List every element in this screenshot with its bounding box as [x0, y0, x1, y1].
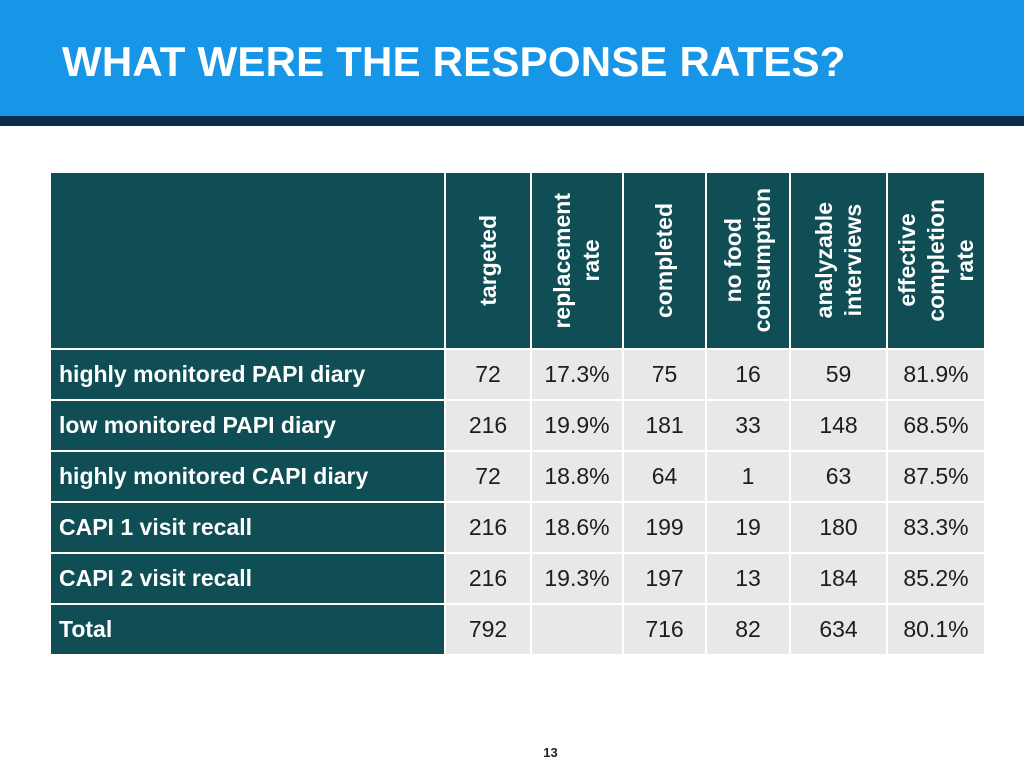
table-cell: 81.9%	[888, 350, 984, 401]
table-cell: 19.3%	[532, 554, 624, 605]
table-row: highly monitored CAPI diary 72 18.8% 64 …	[51, 452, 984, 503]
title-banner	[0, 0, 1024, 116]
table-cell: 216	[446, 503, 532, 554]
table-cell: 33	[707, 401, 791, 452]
table-header-row: targeted replacement rate completed no f…	[51, 173, 984, 350]
table-row: CAPI 2 visit recall 216 19.3% 197 13 184…	[51, 554, 984, 605]
column-header: analyzable interviews	[791, 173, 888, 350]
table-cell: 181	[624, 401, 707, 452]
response-rates-table: targeted replacement rate completed no f…	[51, 173, 984, 656]
row-label: Total	[51, 605, 446, 656]
table-cell: 87.5%	[888, 452, 984, 503]
title-underline-bar	[0, 116, 1024, 126]
row-label: highly monitored PAPI diary	[51, 350, 446, 401]
table-cell: 80.1%	[888, 605, 984, 656]
row-label: CAPI 1 visit recall	[51, 503, 446, 554]
table-cell: 19	[707, 503, 791, 554]
table-cell: 16	[707, 350, 791, 401]
column-header: completed	[624, 173, 707, 350]
row-label: highly monitored CAPI diary	[51, 452, 446, 503]
table-cell: 83.3%	[888, 503, 984, 554]
column-header-label: effective completion rate	[893, 199, 978, 322]
column-header-label: no food consumption	[720, 188, 775, 333]
table-cell: 85.2%	[888, 554, 984, 605]
table-row: CAPI 1 visit recall 216 18.6% 199 19 180…	[51, 503, 984, 554]
table-cell: 716	[624, 605, 707, 656]
column-header: no food consumption	[707, 173, 791, 350]
table-cell: 59	[791, 350, 888, 401]
table-cell: 18.6%	[532, 503, 624, 554]
table-cell: 19.9%	[532, 401, 624, 452]
table-cell: 82	[707, 605, 791, 656]
table-cell: 17.3%	[532, 350, 624, 401]
column-header: targeted	[446, 173, 532, 350]
table-cell: 180	[791, 503, 888, 554]
table-cell: 199	[624, 503, 707, 554]
slide-title: WHAT WERE THE RESPONSE RATES?	[62, 38, 846, 85]
header-corner-cell	[51, 173, 446, 350]
row-label: low monitored PAPI diary	[51, 401, 446, 452]
table-cell: 792	[446, 605, 532, 656]
table-cell: 216	[446, 401, 532, 452]
column-header: effective completion rate	[888, 173, 984, 350]
row-label: CAPI 2 visit recall	[51, 554, 446, 605]
table-cell: 72	[446, 350, 532, 401]
table-cell: 1	[707, 452, 791, 503]
table-cell: 68.5%	[888, 401, 984, 452]
table-cell	[532, 605, 624, 656]
column-header-label: analyzable interviews	[810, 202, 866, 319]
table-cell: 18.8%	[532, 452, 624, 503]
table-row: low monitored PAPI diary 216 19.9% 181 3…	[51, 401, 984, 452]
table-cell: 63	[791, 452, 888, 503]
table-cell: 72	[446, 452, 532, 503]
table-cell: 75	[624, 350, 707, 401]
table-cell: 184	[791, 554, 888, 605]
column-header-label: replacement rate	[549, 192, 604, 329]
table-cell: 64	[624, 452, 707, 503]
column-header-label: targeted	[474, 215, 501, 306]
page-number: 13	[543, 745, 558, 760]
column-header: replacement rate	[532, 173, 624, 350]
column-header-label: completed	[651, 202, 677, 319]
table-cell: 13	[707, 554, 791, 605]
table-row: highly monitored PAPI diary 72 17.3% 75 …	[51, 350, 984, 401]
table-cell: 634	[791, 605, 888, 656]
table-cell: 197	[624, 554, 707, 605]
table-cell: 216	[446, 554, 532, 605]
table-row-total: Total 792 716 82 634 80.1%	[51, 605, 984, 656]
table-cell: 148	[791, 401, 888, 452]
